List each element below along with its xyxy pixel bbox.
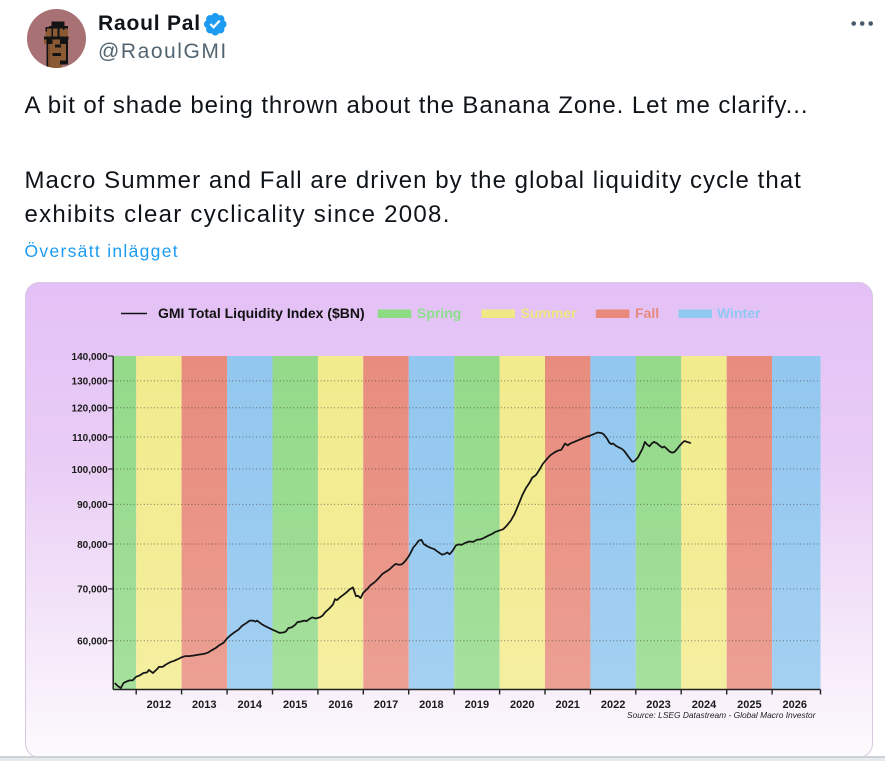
svg-text:140,000: 140,000 [72,352,109,363]
svg-text:2020: 2020 [510,699,534,711]
svg-text:2015: 2015 [283,699,307,711]
svg-text:80,000: 80,000 [77,540,108,551]
svg-text:2012: 2012 [147,699,171,711]
svg-text:2025: 2025 [737,699,761,711]
svg-text:90,000: 90,000 [77,500,108,511]
svg-text:130,000: 130,000 [72,377,109,388]
svg-text:Summer: Summer [521,305,578,321]
svg-text:2024: 2024 [692,699,717,711]
svg-text:2016: 2016 [328,699,352,711]
svg-text:2017: 2017 [374,699,398,711]
svg-text:GMI Total Liquidity Index ($BN: GMI Total Liquidity Index ($BN) [158,305,365,321]
svg-text:2022: 2022 [601,699,625,711]
svg-text:2014: 2014 [238,699,263,711]
svg-text:2018: 2018 [419,699,443,711]
svg-text:70,000: 70,000 [77,585,108,596]
svg-text:2026: 2026 [783,699,807,711]
svg-text:2019: 2019 [465,699,489,711]
svg-text:Spring: Spring [417,305,461,321]
svg-text:100,000: 100,000 [72,465,109,476]
svg-text:Fall: Fall [635,305,659,321]
svg-text:2023: 2023 [646,699,670,711]
svg-text:110,000: 110,000 [72,433,108,444]
svg-text:2021: 2021 [555,699,579,711]
svg-text:Source: LSEG Datastream - Glob: Source: LSEG Datastream - Global Macro I… [627,710,817,720]
svg-text:60,000: 60,000 [77,637,108,648]
svg-text:Winter: Winter [717,305,761,321]
svg-text:2013: 2013 [192,699,216,711]
svg-text:120,000: 120,000 [72,404,109,415]
